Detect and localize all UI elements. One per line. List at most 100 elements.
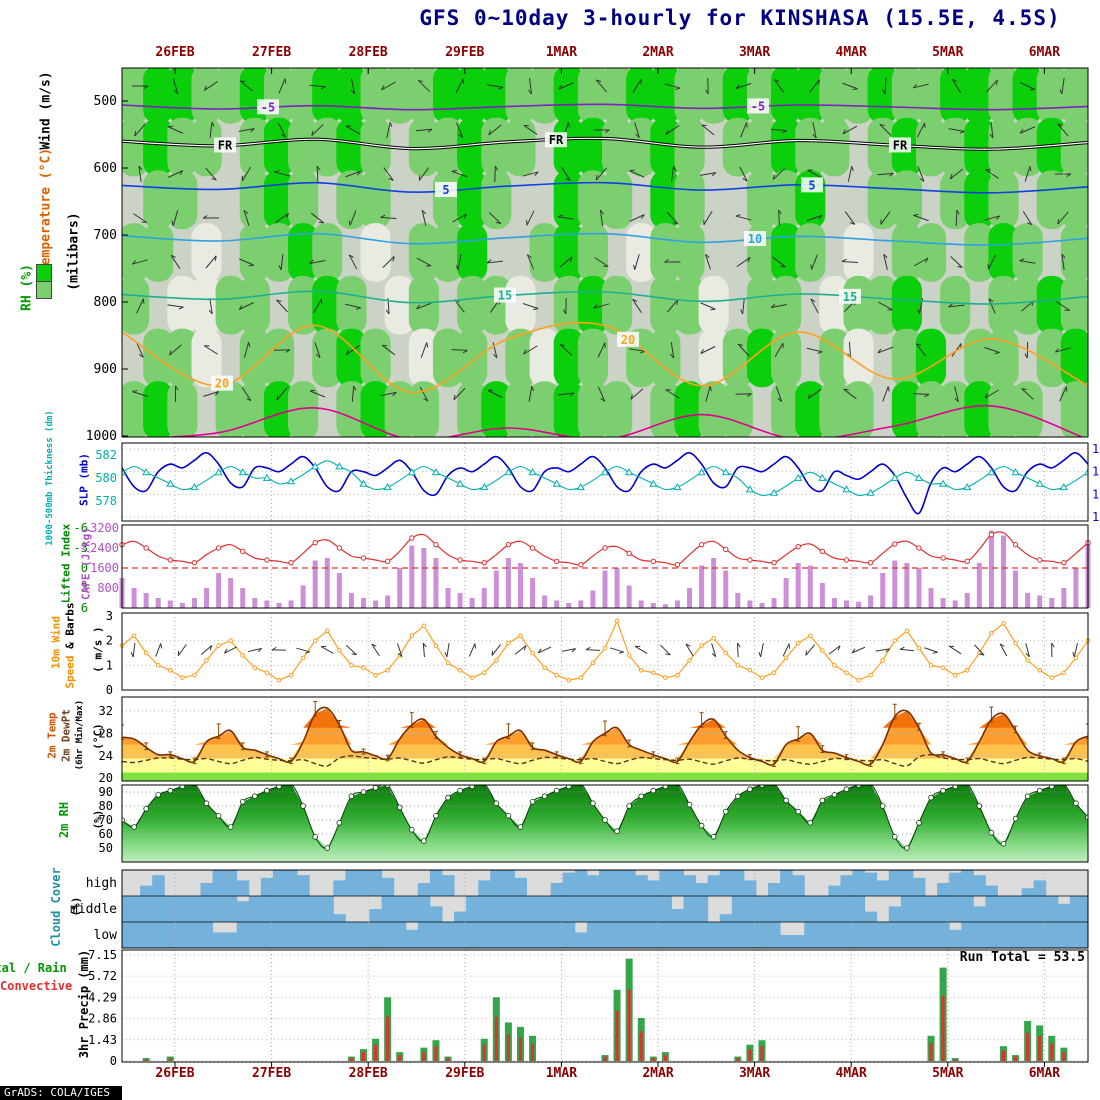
precip-conv-bar: [639, 1031, 643, 1061]
date-label: 2MAR: [642, 1066, 674, 1081]
wind-barb-flick: [173, 89, 179, 95]
slp-thickness-panel: 1014 1011 1008 1005 582 580 578: [95, 442, 1100, 524]
wind-barb: [1055, 347, 1071, 353]
cape-bar: [904, 563, 910, 608]
date-label: 2MAR: [642, 45, 674, 60]
grads-credit: GrADS: COLA/IGES: [0, 1086, 122, 1100]
wind-speed-marker: [916, 645, 922, 651]
cloud-block: [466, 922, 479, 948]
wind-barb-flick: [138, 354, 144, 358]
cloud-block: [321, 922, 334, 948]
wind-barb-flick: [486, 259, 492, 264]
precip-conv-bar: [446, 1058, 450, 1061]
rh-shading-cell: [940, 275, 971, 335]
wind-barb: [585, 649, 600, 651]
cloud-block: [961, 896, 974, 922]
rh-marker: [324, 845, 331, 851]
rh-shading-cell: [722, 328, 753, 388]
wind-barb-flick: [630, 394, 633, 400]
wind-speed-marker: [952, 672, 958, 678]
wind-barb: [415, 128, 433, 132]
rh-shading-cell: [288, 117, 319, 177]
lifted-index-marker: [360, 555, 367, 561]
wind-speed-marker: [131, 633, 137, 639]
wind-barb: [238, 258, 255, 266]
wind-barb-flick: [915, 343, 921, 346]
cape-bar: [385, 595, 391, 608]
precip-conv-bar: [941, 995, 945, 1061]
cape-bar: [409, 545, 415, 608]
wind-speed-marker: [506, 640, 511, 646]
wind-barb-flick: [1059, 89, 1063, 95]
rh-shading-cell: [988, 275, 1019, 335]
wind-barb: [985, 169, 999, 179]
cloud-block: [780, 935, 793, 948]
wind-barb-flick: [567, 122, 571, 128]
cloud-block: [140, 896, 153, 922]
wind-barb-flick: [758, 652, 762, 658]
lifted-index-marker: [215, 545, 222, 551]
thickness-marker: [480, 482, 489, 491]
cloud-block: [586, 896, 600, 922]
rh-shading-cell: [795, 223, 826, 282]
wind-barb-flick: [371, 643, 377, 647]
wind-barb-flick: [416, 304, 421, 310]
thickness-marker: [456, 479, 465, 487]
rh-shading-cell: [674, 223, 705, 282]
lifted-index-marker: [336, 545, 343, 551]
wind-barb: [380, 391, 397, 397]
thickness-marker: [335, 462, 344, 470]
cape-bar: [179, 603, 185, 608]
wind-barb: [247, 647, 262, 653]
wind-barb: [735, 393, 752, 395]
wind-speed-marker: [409, 633, 415, 639]
rh-shading-cell: [626, 68, 657, 124]
rh-shading-cell: [819, 381, 850, 437]
rh-marker: [122, 817, 125, 823]
rh-shading-cell: [795, 117, 826, 177]
cloud-block: [840, 875, 854, 896]
wind-barb: [345, 644, 357, 656]
wind-speed-marker: [856, 677, 861, 683]
rh-shading-cell: [674, 68, 705, 124]
lifted-index-marker: [626, 550, 632, 557]
cloud-block: [164, 896, 177, 922]
cape-bar: [723, 570, 729, 608]
wind-barb: [457, 254, 462, 270]
rh-shading-cell: [746, 117, 778, 177]
panel-border: [121, 524, 1089, 609]
wind-speed-marker: [216, 643, 221, 648]
wind-barb: [345, 170, 361, 178]
cloud-block: [961, 870, 974, 896]
cape-bar: [361, 598, 366, 608]
wind-barb: [523, 345, 538, 355]
rh-shading-cell: [505, 381, 536, 437]
wind-barb-flick: [595, 175, 598, 181]
lifted-index-marker: [723, 546, 729, 553]
wind-barb-flick: [1025, 652, 1030, 658]
wind-barb: [1025, 643, 1030, 657]
rh-shading-cell: [336, 117, 367, 177]
cloud-block: [900, 922, 914, 948]
date-label: 1MAR: [545, 1066, 578, 1081]
cloud-block: [260, 922, 274, 948]
cloud-block: [586, 922, 600, 948]
rh-marker: [988, 829, 995, 836]
cloud-block: [659, 896, 672, 922]
cloud-block: [176, 896, 189, 922]
cloud-block: [333, 922, 346, 948]
thickness-marker: [122, 468, 127, 476]
wind-barb-flick: [600, 398, 606, 402]
cloud-block: [924, 896, 938, 922]
wind-barb-flick: [494, 165, 499, 171]
wind-barb-flick: [458, 134, 463, 138]
wind-barb: [772, 168, 786, 180]
panel-border: [121, 869, 1089, 949]
cloud-block: [188, 896, 201, 922]
rh-marker: [928, 794, 934, 801]
wind-barb: [913, 257, 929, 267]
cape-bar: [264, 600, 270, 608]
wind-barb-flick: [912, 84, 918, 89]
contour-label-chip: [744, 231, 766, 247]
